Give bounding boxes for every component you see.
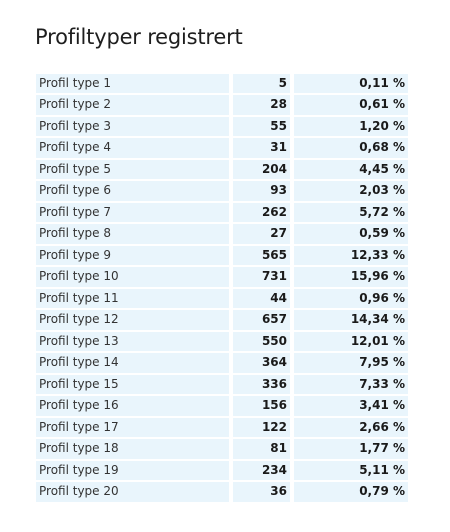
table-row: Profil type 7 262 5,72 % xyxy=(36,202,408,223)
table-row: Profil type 6 93 2,03 % xyxy=(36,181,408,201)
percentage-cell: 12,01 % xyxy=(294,331,408,352)
table-row: Profil type 16 156 3,41 % xyxy=(36,396,408,416)
table-row: Profil type 19 234 5,11 % xyxy=(36,460,408,481)
profile-type-name-cell: Profil type 14 xyxy=(36,353,229,373)
registered-count-cell: 364 xyxy=(233,353,290,373)
percentage-cell: 0,59 % xyxy=(294,224,408,244)
profile-type-name-cell: Profil type 9 xyxy=(36,245,229,266)
percentage-cell: 5,11 % xyxy=(294,460,408,481)
registered-count-cell: 156 xyxy=(233,396,290,416)
profile-type-name-cell: Profil type 10 xyxy=(36,267,229,287)
percentage-cell: 1,20 % xyxy=(294,116,408,137)
profile-type-name-cell: Profil type 19 xyxy=(36,460,229,481)
percentage-cell: 0,68 % xyxy=(294,138,408,158)
page-title: Profiltyper registrert xyxy=(35,25,243,49)
percentage-cell: 0,79 % xyxy=(294,482,408,502)
table-row: Profil type 10 731 15,96 % xyxy=(36,267,408,287)
profile-type-name-cell: Profil type 6 xyxy=(36,181,229,201)
registered-count-cell: 93 xyxy=(233,181,290,201)
registered-count-cell: 657 xyxy=(233,310,290,330)
profile-type-name-cell: Profil type 12 xyxy=(36,310,229,330)
registered-count-cell: 234 xyxy=(233,460,290,481)
table-row: Profil type 9 565 12,33 % xyxy=(36,245,408,266)
profile-type-name-cell: Profil type 8 xyxy=(36,224,229,244)
percentage-cell: 5,72 % xyxy=(294,202,408,223)
registered-count-cell: 5 xyxy=(233,74,290,94)
profile-type-name-cell: Profil type 5 xyxy=(36,159,229,180)
percentage-cell: 3,41 % xyxy=(294,396,408,416)
registered-count-cell: 262 xyxy=(233,202,290,223)
registered-count-cell: 122 xyxy=(233,417,290,438)
table-row: Profil type 14 364 7,95 % xyxy=(36,353,408,373)
table-row: Profil type 12 657 14,34 % xyxy=(36,310,408,330)
registered-count-cell: 731 xyxy=(233,267,290,287)
registered-count-cell: 565 xyxy=(233,245,290,266)
profile-type-name-cell: Profil type 20 xyxy=(36,482,229,502)
registered-count-cell: 81 xyxy=(233,439,290,459)
profile-type-name-cell: Profil type 2 xyxy=(36,95,229,115)
registered-count-cell: 36 xyxy=(233,482,290,502)
table-row: Profil type 13 550 12,01 % xyxy=(36,331,408,352)
percentage-cell: 1,77 % xyxy=(294,439,408,459)
percentage-cell: 0,96 % xyxy=(294,288,408,309)
table-row: Profil type 17 122 2,66 % xyxy=(36,417,408,438)
profile-type-name-cell: Profil type 15 xyxy=(36,374,229,395)
registered-count-cell: 336 xyxy=(233,374,290,395)
profile-type-name-cell: Profil type 16 xyxy=(36,396,229,416)
registered-count-cell: 31 xyxy=(233,138,290,158)
profile-type-name-cell: Profil type 7 xyxy=(36,202,229,223)
percentage-cell: 7,33 % xyxy=(294,374,408,395)
registered-count-cell: 44 xyxy=(233,288,290,309)
registered-count-cell: 550 xyxy=(233,331,290,352)
table-row: Profil type 11 44 0,96 % xyxy=(36,288,408,309)
profile-type-name-cell: Profil type 11 xyxy=(36,288,229,309)
table-row: Profil type 5 204 4,45 % xyxy=(36,159,408,180)
registered-count-cell: 204 xyxy=(233,159,290,180)
table-row: Profil type 3 55 1,20 % xyxy=(36,116,408,137)
profile-type-name-cell: Profil type 13 xyxy=(36,331,229,352)
registered-count-cell: 55 xyxy=(233,116,290,137)
percentage-cell: 0,61 % xyxy=(294,95,408,115)
percentage-cell: 4,45 % xyxy=(294,159,408,180)
table-row: Profil type 8 27 0,59 % xyxy=(36,224,408,244)
percentage-cell: 14,34 % xyxy=(294,310,408,330)
profile-type-name-cell: Profil type 1 xyxy=(36,74,229,94)
percentage-cell: 12,33 % xyxy=(294,245,408,266)
profile-type-name-cell: Profil type 17 xyxy=(36,417,229,438)
percentage-cell: 2,03 % xyxy=(294,181,408,201)
percentage-cell: 0,11 % xyxy=(294,74,408,94)
profile-type-name-cell: Profil type 3 xyxy=(36,116,229,137)
profile-type-name-cell: Profil type 4 xyxy=(36,138,229,158)
profile-type-name-cell: Profil type 18 xyxy=(36,439,229,459)
registered-count-cell: 28 xyxy=(233,95,290,115)
table-row: Profil type 15 336 7,33 % xyxy=(36,374,408,395)
percentage-cell: 2,66 % xyxy=(294,417,408,438)
percentage-cell: 15,96 % xyxy=(294,267,408,287)
table-row: Profil type 20 36 0,79 % xyxy=(36,482,408,502)
table-row: Profil type 18 81 1,77 % xyxy=(36,439,408,459)
table-row: Profil type 2 28 0,61 % xyxy=(36,95,408,115)
table-row: Profil type 1 5 0,11 % xyxy=(36,74,408,94)
table-row: Profil type 4 31 0,68 % xyxy=(36,138,408,158)
percentage-cell: 7,95 % xyxy=(294,353,408,373)
registered-count-cell: 27 xyxy=(233,224,290,244)
profile-type-table: Profil type 1 5 0,11 % Profil type 2 28 0,61 … xyxy=(36,74,408,504)
